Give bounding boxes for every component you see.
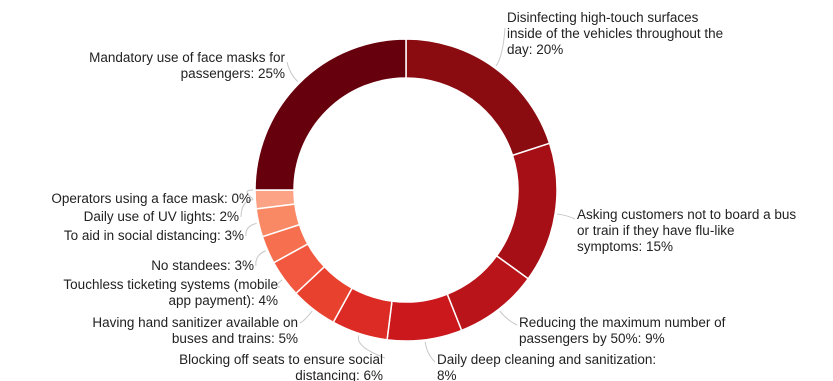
slice-label-line: inside of the vehicles throughout the xyxy=(507,26,723,41)
donut-slice xyxy=(495,142,558,280)
chart-labels: Disinfecting high-touch surfaces inside o… xyxy=(51,10,796,381)
slice-label-line: Reducing the maximum number of xyxy=(519,315,726,330)
slice-label-line: Disinfecting high-touch surfaces xyxy=(507,10,699,25)
leader-line xyxy=(255,250,266,267)
slice-label-line: symptoms: 15% xyxy=(577,239,673,254)
slice-label-line: distancing: 6% xyxy=(295,368,383,381)
slice-label-line: Daily use of UV lights: 2% xyxy=(84,209,239,224)
slice-label: Daily use of UV lights: 2% xyxy=(84,209,239,224)
slice-label: Operators using a face mask: 0% xyxy=(51,191,251,206)
slice-label: No standees: 3% xyxy=(151,258,254,273)
slice-label-line: Operators using a face mask: 0% xyxy=(51,191,251,206)
slice-label-line: Asking customers not to board a bus xyxy=(577,207,796,222)
slice-label-line: buses and trains: 5% xyxy=(172,331,298,346)
chart-slices xyxy=(254,38,558,342)
slice-label: To aid in social distancing: 3% xyxy=(64,228,244,243)
slice-label: Reducing the maximum number of passengers… xyxy=(519,315,726,346)
slice-label: Blocking off seats to ensure social dista… xyxy=(179,352,383,381)
leader-line xyxy=(557,213,576,220)
slice-label-line: Blocking off seats to ensure social xyxy=(179,352,383,367)
leader-line xyxy=(245,222,257,237)
slice-label-line: passengers by 50%: 9% xyxy=(519,331,665,346)
donut-slice xyxy=(254,38,407,191)
slice-label: Disinfecting high-touch surfaces inside o… xyxy=(507,10,723,57)
leader-line xyxy=(246,189,254,200)
slice-label-line: app payment): 4% xyxy=(168,293,278,308)
slice-label-line: passengers: 25% xyxy=(181,66,285,81)
slice-label-line: Touchless ticketing systems (mobile xyxy=(63,277,278,292)
slice-label-line: Daily deep cleaning and sanitization: xyxy=(437,352,656,367)
leader-line xyxy=(286,61,299,83)
slice-label-line: No standees: 3% xyxy=(151,258,254,273)
leader-line xyxy=(357,335,386,359)
slice-label-line: day: 20% xyxy=(507,42,563,57)
slice-label: Daily deep cleaning and sanitization: 8% xyxy=(437,352,656,381)
slice-label-line: To aid in social distancing: 3% xyxy=(64,228,244,243)
leader-line xyxy=(499,310,518,326)
leader-line xyxy=(276,279,283,288)
slice-label-line: Mandatory use of face masks for xyxy=(89,50,285,65)
slice-label: Asking customers not to board a bus or tr… xyxy=(577,207,796,254)
slice-label: Touchless ticketing systems (mobile app p… xyxy=(63,277,278,308)
chart-leader-lines xyxy=(240,27,576,363)
donut-slice xyxy=(386,293,463,342)
leader-line xyxy=(299,310,313,324)
slice-label-line: Having hand sanitizer available on xyxy=(92,315,298,330)
slice-label: Mandatory use of face masks for passenger… xyxy=(89,50,285,81)
leader-line xyxy=(495,27,506,67)
leader-line xyxy=(424,341,436,363)
slice-label-line: or train if they have flu-like xyxy=(577,223,735,238)
leader-line xyxy=(240,199,254,218)
slice-label-line: 8% xyxy=(437,368,457,381)
slice-label: Having hand sanitizer available on buses … xyxy=(92,315,298,346)
